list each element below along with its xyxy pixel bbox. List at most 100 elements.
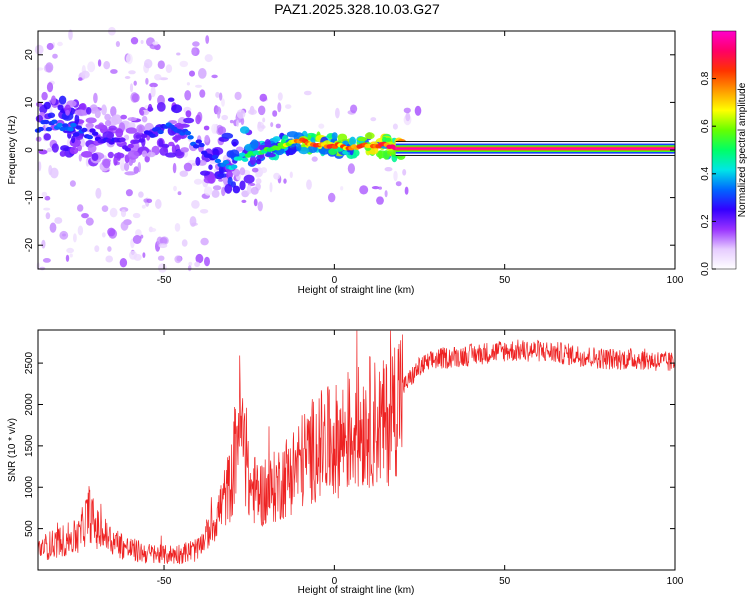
spectrogram-blob — [176, 52, 181, 56]
spectrogram-blob — [74, 114, 80, 124]
spectrogram-blob — [249, 155, 257, 166]
chart-title: PAZ1.2025.328.10.03.G27 — [274, 1, 440, 17]
spectrogram-blob — [54, 217, 63, 224]
spectrogram-ridge-point — [157, 129, 164, 135]
spectrogram-blob — [141, 115, 148, 123]
spectrogram-blob — [86, 107, 92, 115]
spectrogram-blob — [95, 187, 102, 199]
spectrogram-blob — [105, 255, 113, 263]
spectrogram-blob — [285, 104, 292, 109]
colorbar-ticks: 0.0 0.2 0.4 0.6 0.8 — [700, 71, 716, 276]
spectrogram-blob — [241, 199, 247, 203]
spectrogram-blob — [246, 184, 252, 195]
spectrogram-blob — [43, 101, 51, 110]
spectrogram-blob — [101, 104, 107, 116]
spectrogram-blob — [229, 119, 234, 124]
spectrogram-ridge-point — [241, 157, 249, 162]
spectrogram-blob — [156, 102, 166, 112]
spectrogram-blob — [251, 167, 259, 173]
spectrogram-blob — [221, 114, 229, 121]
spectrogram-blob — [120, 221, 129, 231]
spectrogram-blob — [174, 223, 181, 232]
spectrogram-blob — [215, 91, 220, 98]
spectrogram-blob — [125, 127, 138, 134]
spectrogram-blob — [395, 181, 402, 187]
spectrogram-blob — [135, 229, 142, 237]
spectrogram-blob — [141, 204, 146, 209]
snr-frame — [37, 329, 676, 571]
spectrogram-blob — [306, 179, 312, 190]
spectrogram-blob — [144, 59, 153, 69]
spectrogram-ridge-point — [138, 138, 145, 143]
spectrogram-ridge-point — [86, 135, 94, 140]
spectrogram-blob — [275, 123, 281, 129]
spectrogram-blob — [60, 145, 70, 152]
spectrogram-blob — [255, 178, 262, 185]
spectrogram-blob — [157, 60, 165, 69]
spectrogram-blob — [256, 158, 262, 165]
spectrogram-blob — [109, 207, 118, 218]
spectrogram-blob — [203, 186, 213, 196]
spectrogram-blob — [205, 35, 210, 44]
spectrogram-blob — [128, 70, 136, 75]
spectrogram-blob — [349, 136, 357, 146]
spectrogram-blob — [103, 60, 111, 70]
spectrogram-blob — [124, 171, 137, 176]
spectrogram-blob — [402, 169, 407, 176]
spectrogram-blob — [149, 82, 158, 88]
spectrogram-blob — [392, 123, 398, 130]
spectrogram-blob — [142, 252, 146, 258]
spectrogram-blob — [34, 44, 44, 55]
spectrogram-blob — [148, 93, 152, 101]
spectrogram-blob — [211, 189, 220, 198]
spectrogram-blob — [154, 74, 162, 81]
spectrogram-blob — [74, 109, 86, 116]
spectrogram-blob — [199, 209, 209, 214]
spectrogram-blob — [101, 205, 109, 213]
spectrogram-blob — [146, 198, 153, 203]
spectrogram-blob — [221, 186, 226, 197]
spectrogram-blob — [102, 158, 111, 169]
spectrogram-blob — [204, 54, 213, 63]
spectrogram-blob — [52, 53, 58, 59]
spectrogram-blob — [203, 125, 210, 131]
spectrogram-blob — [277, 92, 283, 101]
spectrogram-blob — [38, 161, 42, 172]
spectrogram-ridge-point — [274, 146, 281, 151]
spectrogram-blob — [255, 172, 261, 178]
spectrogram-blob — [277, 102, 282, 113]
spectrogram-blob — [311, 156, 318, 162]
spectrogram-blob — [193, 178, 203, 185]
spectrogram-blob — [195, 84, 202, 88]
spectrogram-blob — [71, 135, 76, 144]
colorbar-label: Normalized spectral amplitude — [737, 82, 748, 217]
snr-panel: -50 0 50 100 500 1000 1500 2000 2500 Height of … — [7, 329, 684, 596]
spectrogram-blob — [177, 191, 182, 196]
spectrogram-blob — [155, 199, 162, 209]
spectrogram-blob — [285, 148, 291, 157]
spectrogram-x-axis: -50 0 50 100 — [157, 31, 684, 286]
spectrogram-blob — [102, 131, 115, 140]
colorbar-gradient — [711, 30, 737, 270]
spectrogram-blob — [328, 192, 336, 203]
spectrogram-blob — [124, 162, 130, 172]
snr-y-label: SNR (10 * v/v) — [7, 418, 18, 482]
spectrogram-blob — [337, 133, 348, 142]
spectrogram-blob — [94, 109, 101, 119]
spectrogram-blob — [250, 139, 259, 150]
spectrogram-blob — [133, 166, 139, 174]
spectrogram-blob — [47, 112, 56, 119]
spectrogram-blob — [51, 95, 56, 105]
spectrogram-blob — [199, 89, 206, 98]
spectrogram-blob — [382, 136, 387, 143]
spectrogram-blob — [183, 162, 193, 172]
spectrogram-blob — [81, 213, 89, 219]
snr-x-axis: -50 0 50 100 — [157, 330, 684, 587]
colorbar-tick-label: 0.8 — [700, 71, 711, 85]
spectrogram-blob — [41, 239, 46, 249]
spectrogram-blob — [318, 123, 325, 129]
spectrogram-blob — [113, 156, 118, 166]
spectrogram-blob — [115, 128, 124, 138]
spectrogram-blob — [211, 123, 218, 134]
spectrogram-blob — [127, 117, 137, 122]
